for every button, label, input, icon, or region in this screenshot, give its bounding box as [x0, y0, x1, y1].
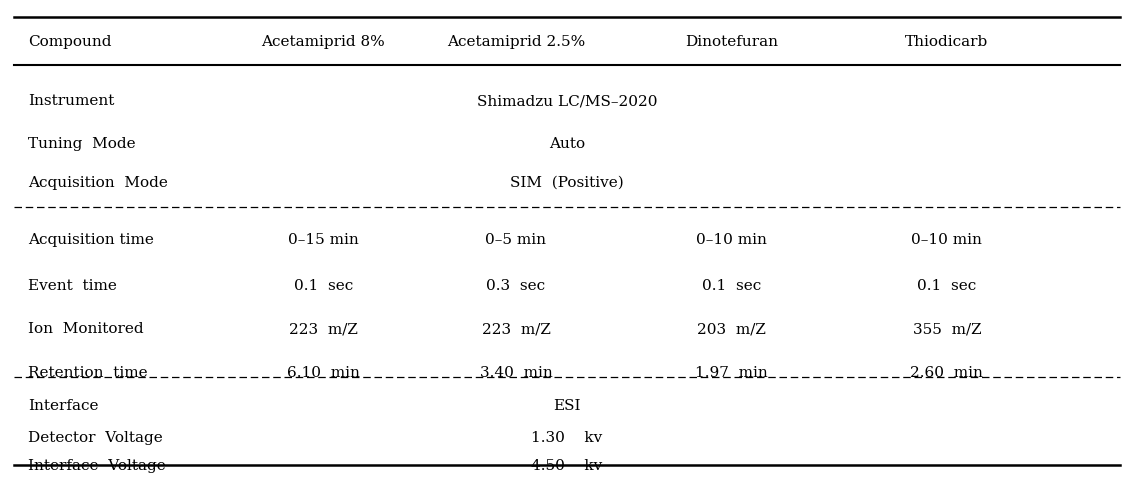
- Text: 0–10 min: 0–10 min: [912, 233, 982, 247]
- Text: 0.1  sec: 0.1 sec: [294, 278, 353, 293]
- Text: Interface  Voltage: Interface Voltage: [28, 457, 166, 472]
- Text: ESI: ESI: [553, 398, 581, 413]
- Text: Auto: Auto: [549, 137, 585, 151]
- Text: SIM  (Positive): SIM (Positive): [510, 175, 624, 190]
- Text: 0–15 min: 0–15 min: [288, 233, 358, 247]
- Text: Retention  time: Retention time: [28, 365, 147, 379]
- Text: 0.1  sec: 0.1 sec: [702, 278, 761, 293]
- Text: 0–5 min: 0–5 min: [485, 233, 547, 247]
- Text: 223  m/Z: 223 m/Z: [289, 322, 357, 336]
- Text: Instrument: Instrument: [28, 94, 115, 108]
- Text: Acetamiprid 8%: Acetamiprid 8%: [261, 35, 386, 49]
- Text: Acquisition  Mode: Acquisition Mode: [28, 175, 168, 190]
- Text: Detector  Voltage: Detector Voltage: [28, 430, 163, 444]
- Text: Shimadzu LC/MS–2020: Shimadzu LC/MS–2020: [476, 94, 658, 108]
- Text: 355  m/Z: 355 m/Z: [913, 322, 981, 336]
- Text: 4.50    kv: 4.50 kv: [532, 457, 602, 472]
- Text: 0–10 min: 0–10 min: [696, 233, 767, 247]
- Text: 0.1  sec: 0.1 sec: [917, 278, 976, 293]
- Text: 0.3  sec: 0.3 sec: [486, 278, 545, 293]
- Text: Thiodicarb: Thiodicarb: [905, 35, 989, 49]
- Text: Compound: Compound: [28, 35, 112, 49]
- Text: Ion  Monitored: Ion Monitored: [28, 322, 144, 336]
- Text: 223  m/Z: 223 m/Z: [482, 322, 550, 336]
- Text: 1.97  min: 1.97 min: [695, 365, 768, 379]
- Text: Acquisition time: Acquisition time: [28, 233, 154, 247]
- Text: 1.30    kv: 1.30 kv: [532, 430, 602, 444]
- Text: 203  m/Z: 203 m/Z: [697, 322, 765, 336]
- Text: 6.10  min: 6.10 min: [287, 365, 359, 379]
- Text: Tuning  Mode: Tuning Mode: [28, 137, 136, 151]
- Text: 3.40  min: 3.40 min: [480, 365, 552, 379]
- Text: Interface: Interface: [28, 398, 99, 413]
- Text: Dinotefuran: Dinotefuran: [685, 35, 778, 49]
- Text: 2.60  min: 2.60 min: [911, 365, 983, 379]
- Text: Acetamiprid 2.5%: Acetamiprid 2.5%: [447, 35, 585, 49]
- Text: Event  time: Event time: [28, 278, 117, 293]
